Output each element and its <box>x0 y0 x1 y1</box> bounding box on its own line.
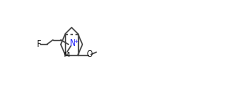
Text: O: O <box>86 50 92 59</box>
Text: +: + <box>73 39 78 44</box>
Text: F: F <box>36 40 40 49</box>
Text: N: N <box>69 39 75 48</box>
Text: M: M <box>63 52 69 58</box>
